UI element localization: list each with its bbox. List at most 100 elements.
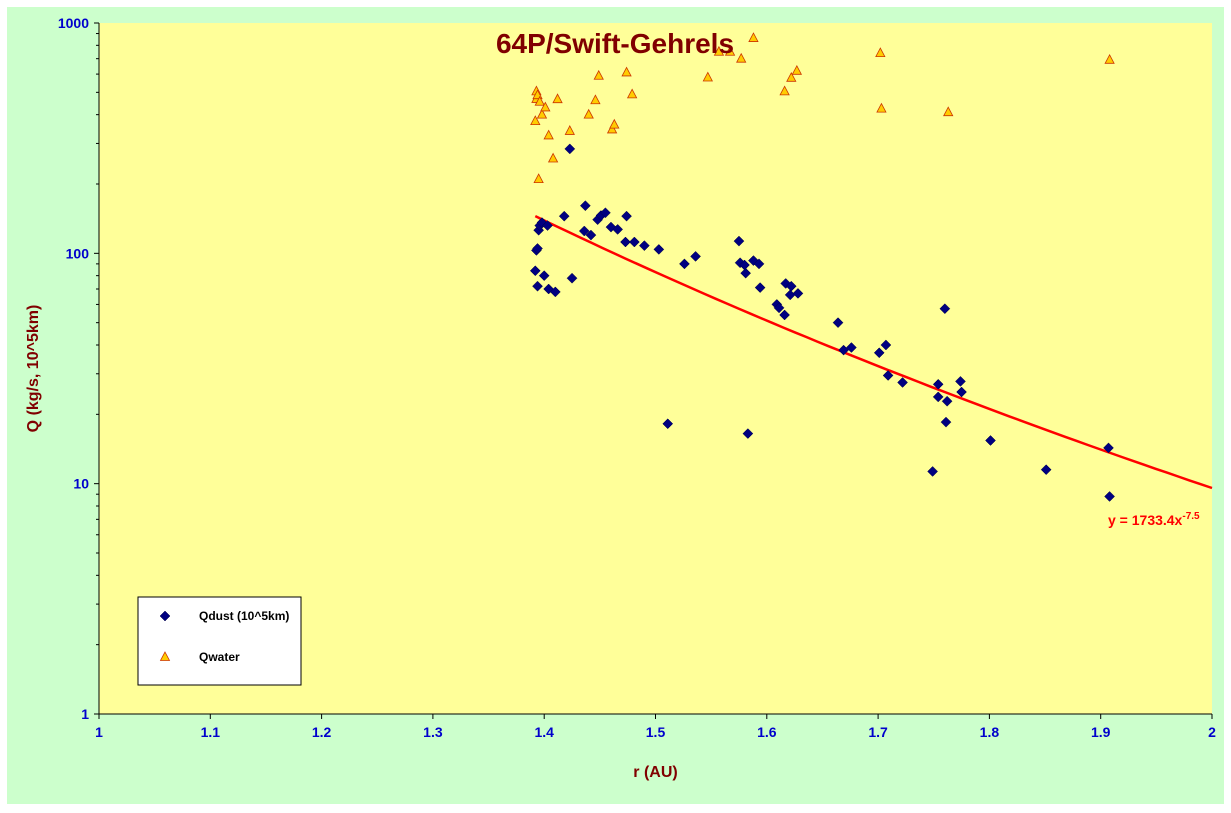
qdust-point — [1040, 464, 1052, 476]
qwater-point — [621, 66, 632, 77]
qdust-point — [620, 236, 631, 248]
qdust-point — [941, 395, 953, 407]
qwater-point — [552, 93, 563, 104]
qdust-point — [985, 435, 996, 446]
qdust-point — [748, 255, 759, 266]
y-tick-label: 10 — [73, 476, 89, 492]
qwater-point — [943, 106, 954, 117]
qdust-point — [927, 466, 938, 477]
qdust-point — [529, 265, 541, 277]
qdust-point — [542, 220, 553, 231]
qdust-point — [564, 143, 576, 155]
qwater-point — [159, 651, 171, 661]
trendline-equation: y = 1733.4x-7.5 — [1108, 511, 1200, 528]
qdust-point — [585, 229, 597, 241]
legend: Qdust (10^5km) Qwater — [137, 596, 302, 686]
qwater-point — [609, 118, 620, 129]
y-axis-label: Q (kg/s, 10^5km) — [25, 305, 42, 433]
x-tick-label: 1.2 — [312, 724, 332, 740]
qdust-point — [690, 251, 701, 262]
x-tick-label: 1 — [95, 724, 103, 740]
qdust-point — [679, 258, 690, 270]
qdust-point — [580, 200, 591, 212]
chart-title: 64P/Swift-Gehrels — [496, 28, 734, 59]
qdust-point — [549, 286, 561, 298]
x-tick-label: 1.7 — [868, 724, 888, 740]
qdust-point — [882, 370, 894, 381]
qdust-point — [159, 610, 171, 622]
qwater-point — [540, 101, 551, 112]
qwater-point — [702, 71, 713, 82]
qdust-point — [940, 416, 952, 428]
qdust-point — [558, 210, 570, 222]
qdust-point — [773, 302, 785, 314]
qwater-point — [786, 71, 797, 82]
qwater-point — [543, 129, 554, 140]
qdust-point — [832, 317, 844, 329]
qwater-point — [533, 173, 544, 184]
legend-label: Qwater — [199, 650, 240, 664]
qwater-point — [547, 152, 559, 163]
qdust-point — [742, 428, 754, 439]
qdust-point — [956, 386, 967, 398]
x-tick-label: 1.5 — [646, 724, 666, 740]
qwater-point — [779, 85, 790, 96]
qwater-point — [875, 47, 886, 58]
qdust-point — [897, 377, 908, 388]
points-layer — [529, 32, 1115, 502]
qdust-point — [621, 210, 632, 222]
x-tick-label: 1.6 — [757, 724, 777, 740]
legend-items: Qdust (10^5km) Qwater — [159, 609, 289, 664]
qdust-point — [566, 272, 578, 284]
qdust-point — [846, 342, 857, 353]
qdust-point — [628, 236, 640, 248]
qdust-point — [753, 258, 765, 270]
qwater-point — [791, 64, 803, 75]
y-tick-label: 1000 — [58, 15, 89, 31]
qdust-point — [612, 224, 624, 235]
x-tick-label: 1.4 — [534, 724, 554, 740]
y-tick-label: 100 — [66, 245, 90, 261]
x-tick-label: 1.3 — [423, 724, 443, 740]
qdust-point — [733, 235, 745, 247]
tick-layer: 1 1.1 1.2 1.3 1.4 1.5 1.6 1.7 1.8 1.9 2 1 10 100 1000 — [58, 15, 1216, 740]
qdust-point — [939, 303, 951, 315]
qdust-point — [838, 344, 849, 356]
qwater-point — [530, 115, 541, 126]
trendline-layer — [534, 214, 1213, 490]
qdust-point — [538, 270, 550, 282]
qdust-point — [1103, 442, 1114, 454]
qdust-point — [653, 244, 665, 255]
qwater-point — [583, 108, 594, 119]
legend-label: Qdust (10^5km) — [199, 609, 289, 623]
qwater-point — [536, 108, 548, 119]
qdust-point — [1104, 491, 1115, 502]
qdust-point — [932, 391, 944, 403]
qwater-point — [876, 102, 887, 113]
qdust-point — [932, 378, 944, 390]
qwater-point — [534, 95, 545, 106]
x-tick-label: 2 — [1208, 724, 1216, 740]
qwater-point — [626, 88, 638, 99]
trendline — [534, 214, 1213, 490]
qdust-point — [880, 339, 892, 351]
qdust-point — [600, 207, 611, 219]
qwater-point — [593, 69, 604, 80]
trendline-equation-main: y = 1733.4x — [1108, 512, 1183, 528]
qdust-point — [662, 418, 674, 430]
qdust-point — [740, 267, 752, 279]
qwater-point — [590, 94, 601, 105]
qdust-point — [785, 280, 797, 292]
qwater-point — [1104, 53, 1115, 64]
qwater-point — [748, 32, 759, 42]
y-tick-label: 1 — [81, 706, 89, 722]
qdust-point — [639, 240, 650, 251]
trendline-equation-exponent: -7.5 — [1182, 511, 1200, 522]
qdust-point — [955, 376, 966, 387]
qwater-point — [736, 52, 747, 63]
qdust-point — [754, 282, 766, 293]
x-axis-label: r (AU) — [633, 764, 677, 781]
chart-area: 1 1.1 1.2 1.3 1.4 1.5 1.6 1.7 1.8 1.9 2 1 10 100 1000 … — [7, 7, 1224, 804]
x-tick-label: 1.8 — [980, 724, 1000, 740]
qwater-point — [606, 123, 618, 134]
